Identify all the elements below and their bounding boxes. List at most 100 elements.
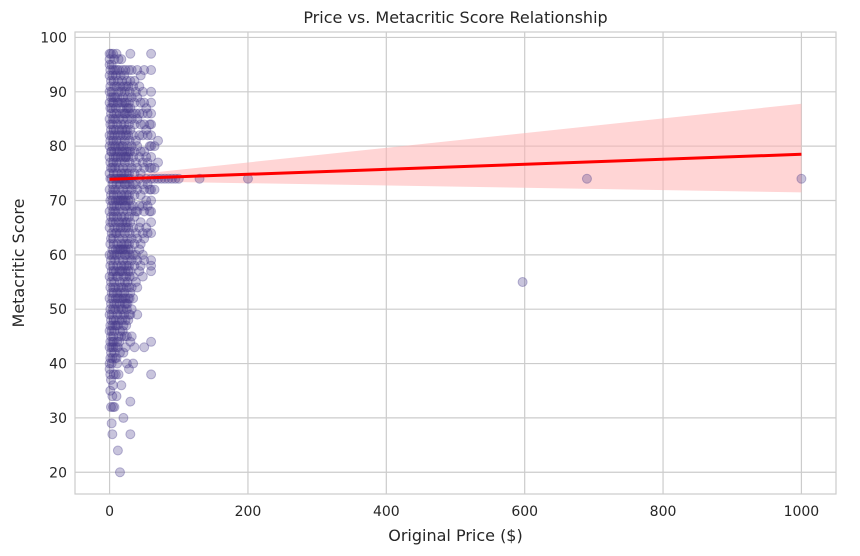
data-point (142, 157, 153, 168)
data-point (139, 184, 150, 195)
data-point (108, 315, 119, 326)
data-point (144, 162, 155, 173)
data-point (135, 97, 146, 108)
data-point (120, 217, 131, 228)
data-point (116, 86, 127, 97)
data-point (146, 260, 157, 271)
chart-title: Price vs. Metacritic Score Relationship (303, 8, 607, 27)
data-point (107, 195, 118, 206)
data-point (114, 244, 125, 255)
data-point (120, 65, 131, 76)
data-point (106, 130, 117, 141)
data-point (144, 119, 155, 130)
data-point (118, 81, 129, 92)
data-point (146, 108, 157, 119)
data-point (104, 48, 115, 59)
data-point (111, 228, 122, 239)
data-point (146, 48, 157, 59)
data-point (123, 103, 134, 114)
data-point (121, 152, 132, 163)
data-point (146, 195, 157, 206)
data-point (107, 353, 118, 364)
data-point (123, 315, 134, 326)
data-point (123, 81, 134, 92)
data-point (134, 81, 145, 92)
grid-lines (75, 32, 836, 494)
data-point (107, 320, 118, 331)
data-point (119, 119, 130, 130)
data-point (108, 135, 119, 146)
data-point (118, 347, 129, 358)
data-point (146, 336, 157, 347)
data-point (124, 293, 135, 304)
data-point (129, 211, 140, 222)
data-point (112, 342, 123, 353)
data-point (105, 217, 116, 228)
data-point (108, 260, 119, 271)
data-point (117, 124, 128, 135)
data-point (104, 152, 115, 163)
data-point (105, 48, 116, 59)
data-point (104, 141, 115, 152)
data-point (130, 206, 141, 217)
data-point (137, 157, 148, 168)
data-point (137, 271, 148, 282)
data-point (146, 141, 157, 152)
data-point (122, 255, 133, 266)
data-point (109, 200, 120, 211)
data-point (146, 266, 157, 277)
data-point (120, 266, 131, 277)
y-tick-label: 80 (49, 139, 67, 155)
data-point (111, 48, 122, 59)
data-point (117, 75, 128, 86)
data-point (107, 70, 118, 81)
data-point (124, 135, 135, 146)
data-point (137, 179, 148, 190)
data-point (115, 244, 126, 255)
data-point (119, 298, 130, 309)
y-tick-labels: 20 30 40 50 60 70 80 90 100 (40, 30, 67, 481)
data-point (106, 325, 117, 336)
data-point (117, 255, 128, 266)
data-point (112, 271, 123, 282)
data-point (105, 119, 116, 130)
data-point (113, 369, 124, 380)
data-point (121, 130, 132, 141)
data-point (113, 255, 124, 266)
confidence-band (109, 103, 802, 193)
data-point (125, 396, 136, 407)
data-point (112, 75, 123, 86)
data-point (109, 108, 120, 119)
data-point (113, 282, 124, 293)
data-point (135, 119, 146, 130)
data-point (137, 249, 148, 260)
data-point (104, 54, 115, 65)
data-point (115, 195, 126, 206)
data-point (108, 124, 119, 135)
data-point (114, 146, 125, 157)
data-point (112, 293, 123, 304)
data-point (110, 152, 121, 163)
data-point (134, 152, 145, 163)
data-point (108, 211, 119, 222)
data-point (132, 141, 143, 152)
data-point (139, 206, 150, 217)
data-point (146, 65, 157, 76)
data-point (123, 260, 134, 271)
data-point (139, 342, 150, 353)
data-point (129, 97, 140, 108)
data-point (118, 108, 129, 119)
data-point (139, 233, 150, 244)
data-point (108, 266, 119, 277)
data-point (122, 206, 133, 217)
data-point (132, 92, 143, 103)
data-point (122, 162, 133, 173)
data-point (114, 277, 125, 288)
data-point (108, 65, 119, 76)
data-point (113, 233, 124, 244)
data-point (113, 113, 124, 124)
data-point (105, 320, 116, 331)
y-tick-label: 90 (49, 85, 67, 101)
data-point (110, 195, 121, 206)
